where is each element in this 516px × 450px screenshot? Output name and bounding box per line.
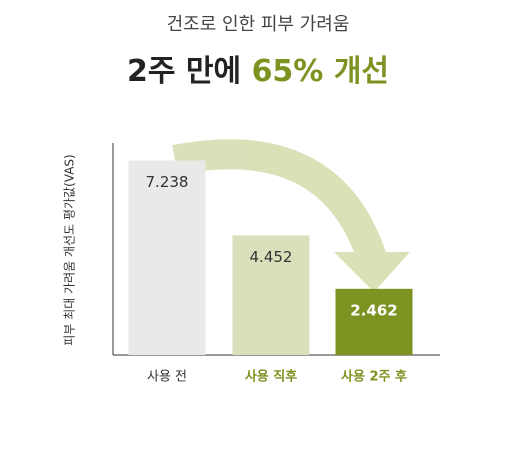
x-tick-label: 사용 전 <box>147 370 187 385</box>
value-label: 7.238 <box>146 173 189 191</box>
arrow-shaft <box>172 139 387 263</box>
x-tick-label: 사용 2주 후 <box>341 369 407 385</box>
x-tick-label: 사용 직후 <box>245 369 297 385</box>
bar <box>232 235 310 355</box>
arrow-head <box>334 252 410 292</box>
y-axis-label: 피부 최대 가려움 개선도 평가값(VAS) <box>63 154 77 345</box>
value-label: 2.462 <box>350 301 397 319</box>
decor-arrow <box>172 139 410 292</box>
value-label: 4.452 <box>250 248 293 266</box>
bar <box>335 288 413 355</box>
subtitle-part: 2주 만에 <box>127 54 241 89</box>
subtitle-part: 65% 개선 <box>252 54 389 89</box>
chart-title: 건조로 인한 피부 가려움 <box>167 14 350 35</box>
chart-subtitle: 2주 만에 65% 개선 <box>127 54 389 89</box>
bar <box>128 160 206 355</box>
